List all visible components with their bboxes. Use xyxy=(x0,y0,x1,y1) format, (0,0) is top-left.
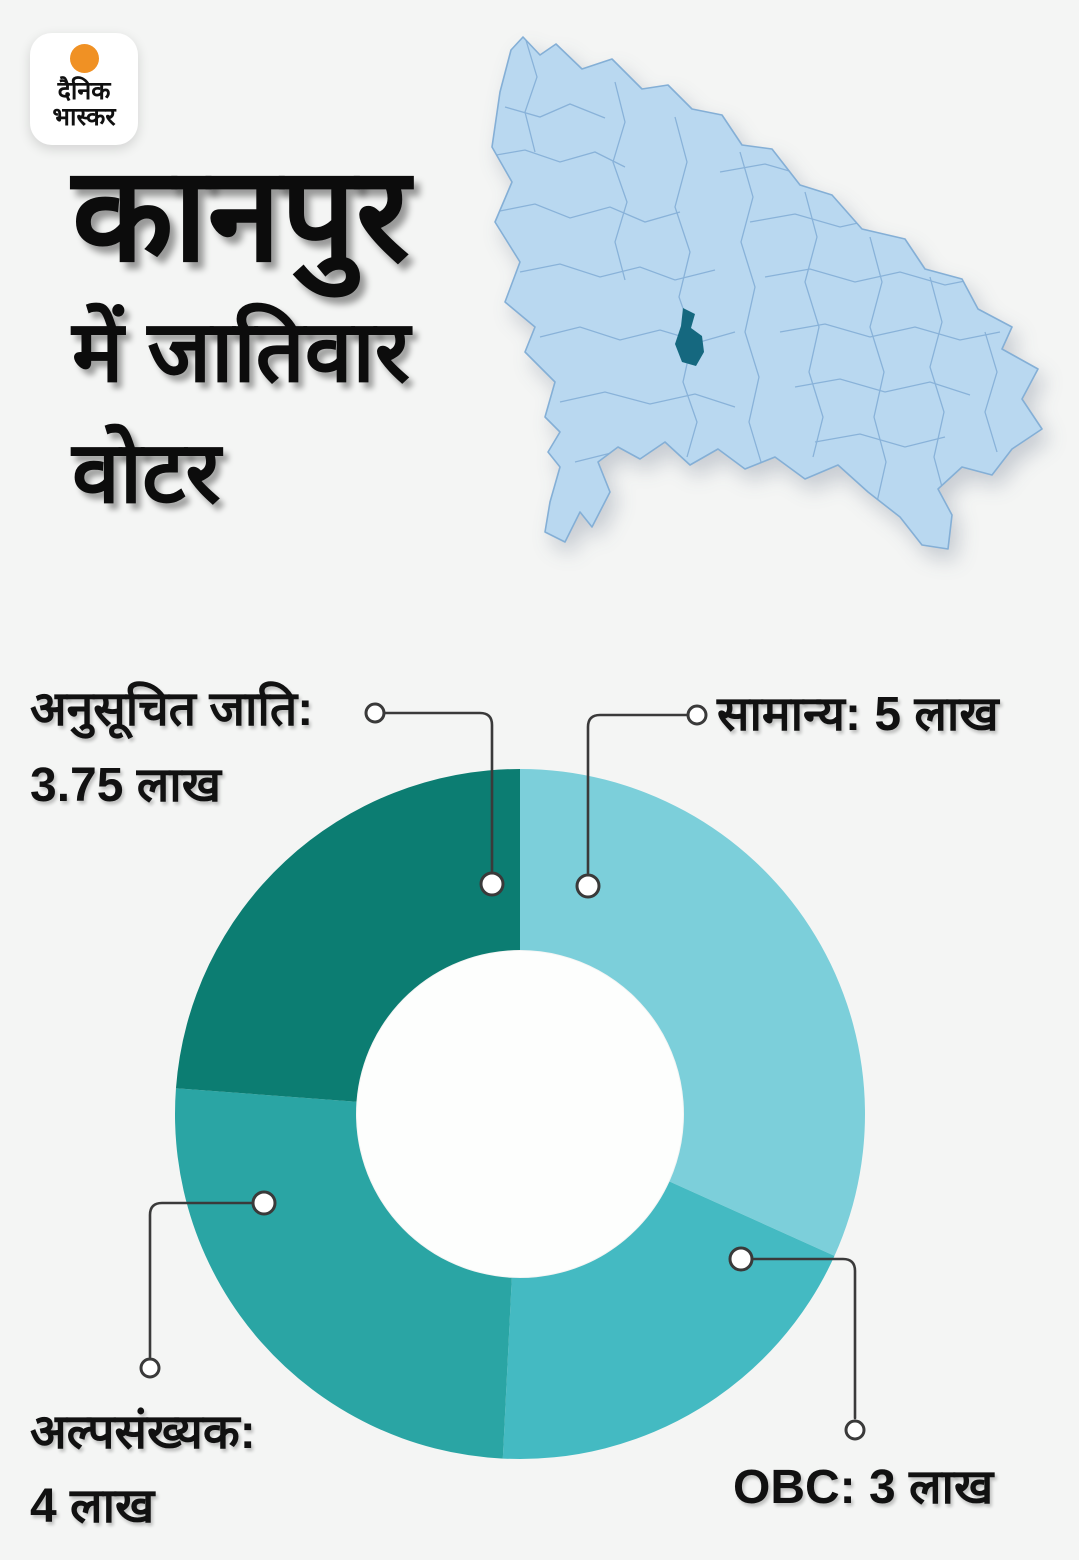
leader-line-sc xyxy=(382,711,494,873)
donut-segment-0 xyxy=(520,769,865,1256)
title-line-1: कानपुर xyxy=(72,141,410,288)
chart-anchor-dot-general xyxy=(575,873,601,899)
label-minority-name: अल्पसंख्यक: xyxy=(30,1406,256,1459)
label-obc-text: OBC: 3 लाख xyxy=(733,1461,994,1514)
label-anchor-dot-sc xyxy=(364,702,386,724)
dainik-bhaskar-logo: दैनिक भास्कर xyxy=(30,33,138,145)
label-general: सामान्य: 5 लाख xyxy=(717,688,999,742)
chart-anchor-dot-obc xyxy=(728,1246,754,1272)
uttar-pradesh-map xyxy=(491,36,1043,550)
label-scheduled-caste-value: 3.75 लाख xyxy=(30,758,221,812)
donut-hole xyxy=(357,951,683,1277)
label-scheduled-caste-name: अनुसूचित जाति: xyxy=(30,683,314,736)
logo-text-line2: भास्कर xyxy=(52,103,116,131)
label-minority-value: 4 लाख xyxy=(30,1480,155,1534)
title-line-3: वोटर xyxy=(72,424,221,521)
label-minority: अल्पसंख्यक: 4 लाख xyxy=(30,1396,256,1545)
label-anchor-dot-obc xyxy=(844,1419,866,1441)
label-obc: OBC: 3 लाख xyxy=(733,1461,994,1515)
state-outline xyxy=(491,36,1043,550)
page-title: कानपुर में जातिवार वोटर xyxy=(72,138,410,520)
leader-line-general xyxy=(586,713,690,875)
label-anchor-dot-general xyxy=(686,704,708,726)
label-general-text: सामान्य: 5 लाख xyxy=(717,688,999,741)
chart-anchor-dot-sc xyxy=(479,871,505,897)
logo-text-line1: दैनिक xyxy=(57,77,111,105)
leader-lines xyxy=(148,711,857,1420)
leader-line-minority xyxy=(148,1201,254,1359)
donut-segments xyxy=(174,769,865,1459)
logo-sun-icon xyxy=(69,44,99,73)
donut-segment-2 xyxy=(174,1088,512,1459)
donut-segment-1 xyxy=(502,1181,835,1459)
title-line-2: में जातिवार xyxy=(72,304,410,401)
leader-dots xyxy=(139,702,866,1441)
leader-line-obc xyxy=(751,1257,857,1420)
kanpur-district-highlight xyxy=(675,308,704,366)
chart-anchor-dot-minority xyxy=(251,1190,277,1216)
label-scheduled-caste: अनुसूचित जाति: 3.75 लाख xyxy=(30,672,313,824)
label-anchor-dot-minority xyxy=(139,1357,161,1379)
donut-segment-3 xyxy=(175,769,520,1102)
